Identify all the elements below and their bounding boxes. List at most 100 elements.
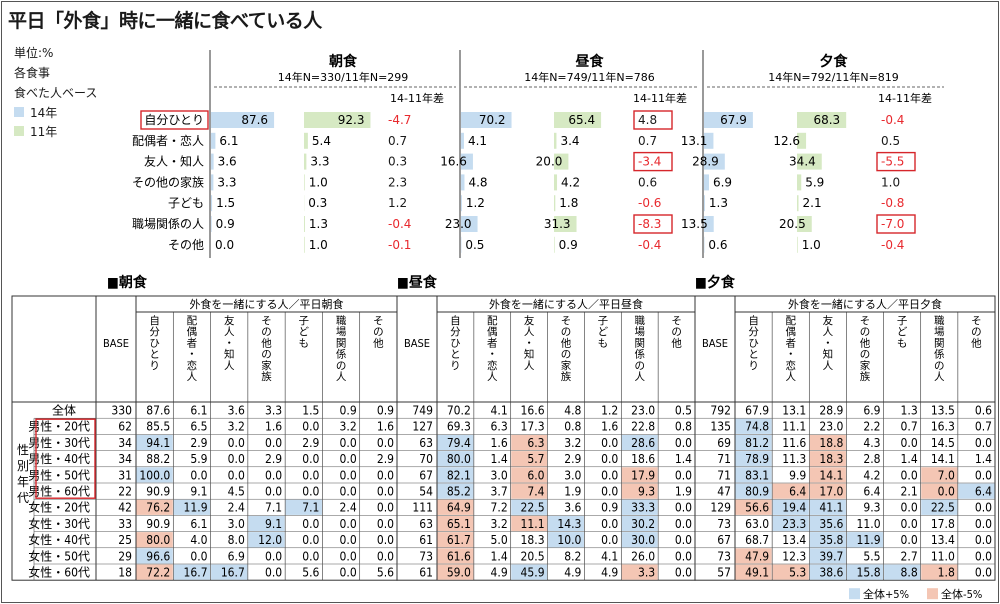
cell-value: 7.2 <box>491 501 508 515</box>
cell-value: 0.9 <box>601 501 618 515</box>
value-11: 1.8 <box>559 196 578 210</box>
cell-value: 4.2 <box>863 468 880 482</box>
value-14: 3.3 <box>217 175 236 189</box>
diff-highlight-box <box>876 214 916 234</box>
value-14: 4.1 <box>468 134 487 148</box>
cell-value: 1.9 <box>675 485 692 499</box>
cell-value: 0.9 <box>377 404 394 418</box>
cell-value: 12.3 <box>782 549 806 563</box>
table-border <box>694 295 996 581</box>
row-group-label: 性別年代 <box>17 443 29 505</box>
cell-value: 0.6 <box>975 404 992 418</box>
value-11: 31.3 <box>544 217 571 231</box>
cell-shade-minus <box>809 451 846 467</box>
cell-shade-minus <box>437 564 474 580</box>
cell-shade-plus <box>548 515 584 532</box>
diff-value: 0.7 <box>638 134 657 148</box>
cell-value: 72.2 <box>146 566 170 580</box>
row-label: 女性・20代 <box>28 500 90 515</box>
bar-14 <box>704 132 714 149</box>
bar-11 <box>554 195 556 212</box>
cell-value: 16.7 <box>184 566 208 580</box>
column-header: 友人・知人 <box>224 314 235 372</box>
cell-value: 0.0 <box>601 533 618 547</box>
cell-value: 35.8 <box>819 533 843 547</box>
cell-shade-plus <box>548 532 584 548</box>
base-value: 42 <box>118 501 132 515</box>
cell-value: 2.9 <box>377 452 394 466</box>
base-value: 111 <box>412 501 433 515</box>
cell-shade-minus <box>772 483 809 499</box>
cell-value: 17.0 <box>819 485 843 499</box>
cell-value: 12.0 <box>258 533 282 547</box>
cell-value: 2.4 <box>228 501 245 515</box>
cell-value: 5.5 <box>863 549 880 563</box>
cell-value: 59.0 <box>447 566 471 580</box>
cell-shade-plus <box>285 499 322 515</box>
base-value: 330 <box>111 404 132 418</box>
base-value: 135 <box>710 420 731 434</box>
cell-value: 4.9 <box>491 566 508 580</box>
bar-11 <box>554 112 602 128</box>
value-14: 3.6 <box>218 155 237 169</box>
cell-value: 7.1 <box>265 501 282 515</box>
cell-shade-plus <box>772 499 809 515</box>
cell-value: 3.7 <box>491 485 508 499</box>
diff-highlight-box <box>876 151 916 172</box>
category-label: 職場関係の人 <box>132 217 204 231</box>
bar-14 <box>704 153 725 170</box>
cell-shade-minus <box>735 499 772 515</box>
diff-value: 0.3 <box>388 155 407 169</box>
cell-value: 96.6 <box>146 549 170 563</box>
cell-value: 6.1 <box>190 404 207 418</box>
value-11: 3.4 <box>560 134 579 148</box>
cell-value: 79.4 <box>447 436 471 450</box>
cell-value: 0.8 <box>675 420 692 434</box>
base-value: 25 <box>118 533 132 547</box>
cell-value: 1.5 <box>302 404 319 418</box>
value-11: 68.3 <box>813 113 840 127</box>
value-11: 0.9 <box>559 238 578 252</box>
cell-shade-minus <box>621 483 658 499</box>
cell-shade-minus <box>136 564 173 580</box>
base-value: 71 <box>717 468 731 482</box>
cell-value: 11.3 <box>782 452 806 466</box>
cell-value: 3.2 <box>228 420 245 434</box>
cell-shade-plus <box>809 548 846 564</box>
legend-swatch-14 <box>14 107 24 117</box>
cell-value: 0.0 <box>601 468 618 482</box>
table-header: 外食を一緒にする人／平日昼食 <box>489 297 643 311</box>
base-value: 63 <box>419 436 433 450</box>
value-14: 16.6 <box>440 155 467 169</box>
cell-value: 0.0 <box>190 549 207 563</box>
cell-shade-plus <box>772 515 809 532</box>
bar-14 <box>211 112 275 128</box>
base-value: 67 <box>419 468 433 482</box>
cell-value: 0.0 <box>601 517 618 531</box>
cell-shade-minus <box>809 483 846 499</box>
value-14: 0.6 <box>708 238 727 252</box>
cell-value: 6.4 <box>975 485 992 499</box>
cell-shade-plus <box>173 564 211 580</box>
cell-shade-plus <box>136 548 173 564</box>
cell-value: 3.6 <box>228 404 245 418</box>
cell-value: 4.0 <box>190 533 207 547</box>
base-value: 73 <box>717 549 731 563</box>
cell-value: 0.8 <box>564 420 581 434</box>
cell-shade-plus <box>809 515 846 532</box>
diff-value: -8.3 <box>638 217 661 231</box>
cell-value: 3.2 <box>564 436 581 450</box>
cell-value: 23.3 <box>782 517 806 531</box>
cell-shade-plus <box>846 564 884 580</box>
cell-value: 6.9 <box>863 404 880 418</box>
cell-value: 0.0 <box>377 549 394 563</box>
cell-value: 5.9 <box>190 452 207 466</box>
cell-value: 1.6 <box>377 420 394 434</box>
base-value: 57 <box>717 566 731 580</box>
cell-value: 0.0 <box>265 549 282 563</box>
cell-value: 0.0 <box>302 517 319 531</box>
value-11: 12.6 <box>773 134 800 148</box>
cell-value: 6.9 <box>228 549 245 563</box>
row-label: 男性・50代 <box>28 468 90 482</box>
category-label: 友人・知人 <box>144 155 204 169</box>
